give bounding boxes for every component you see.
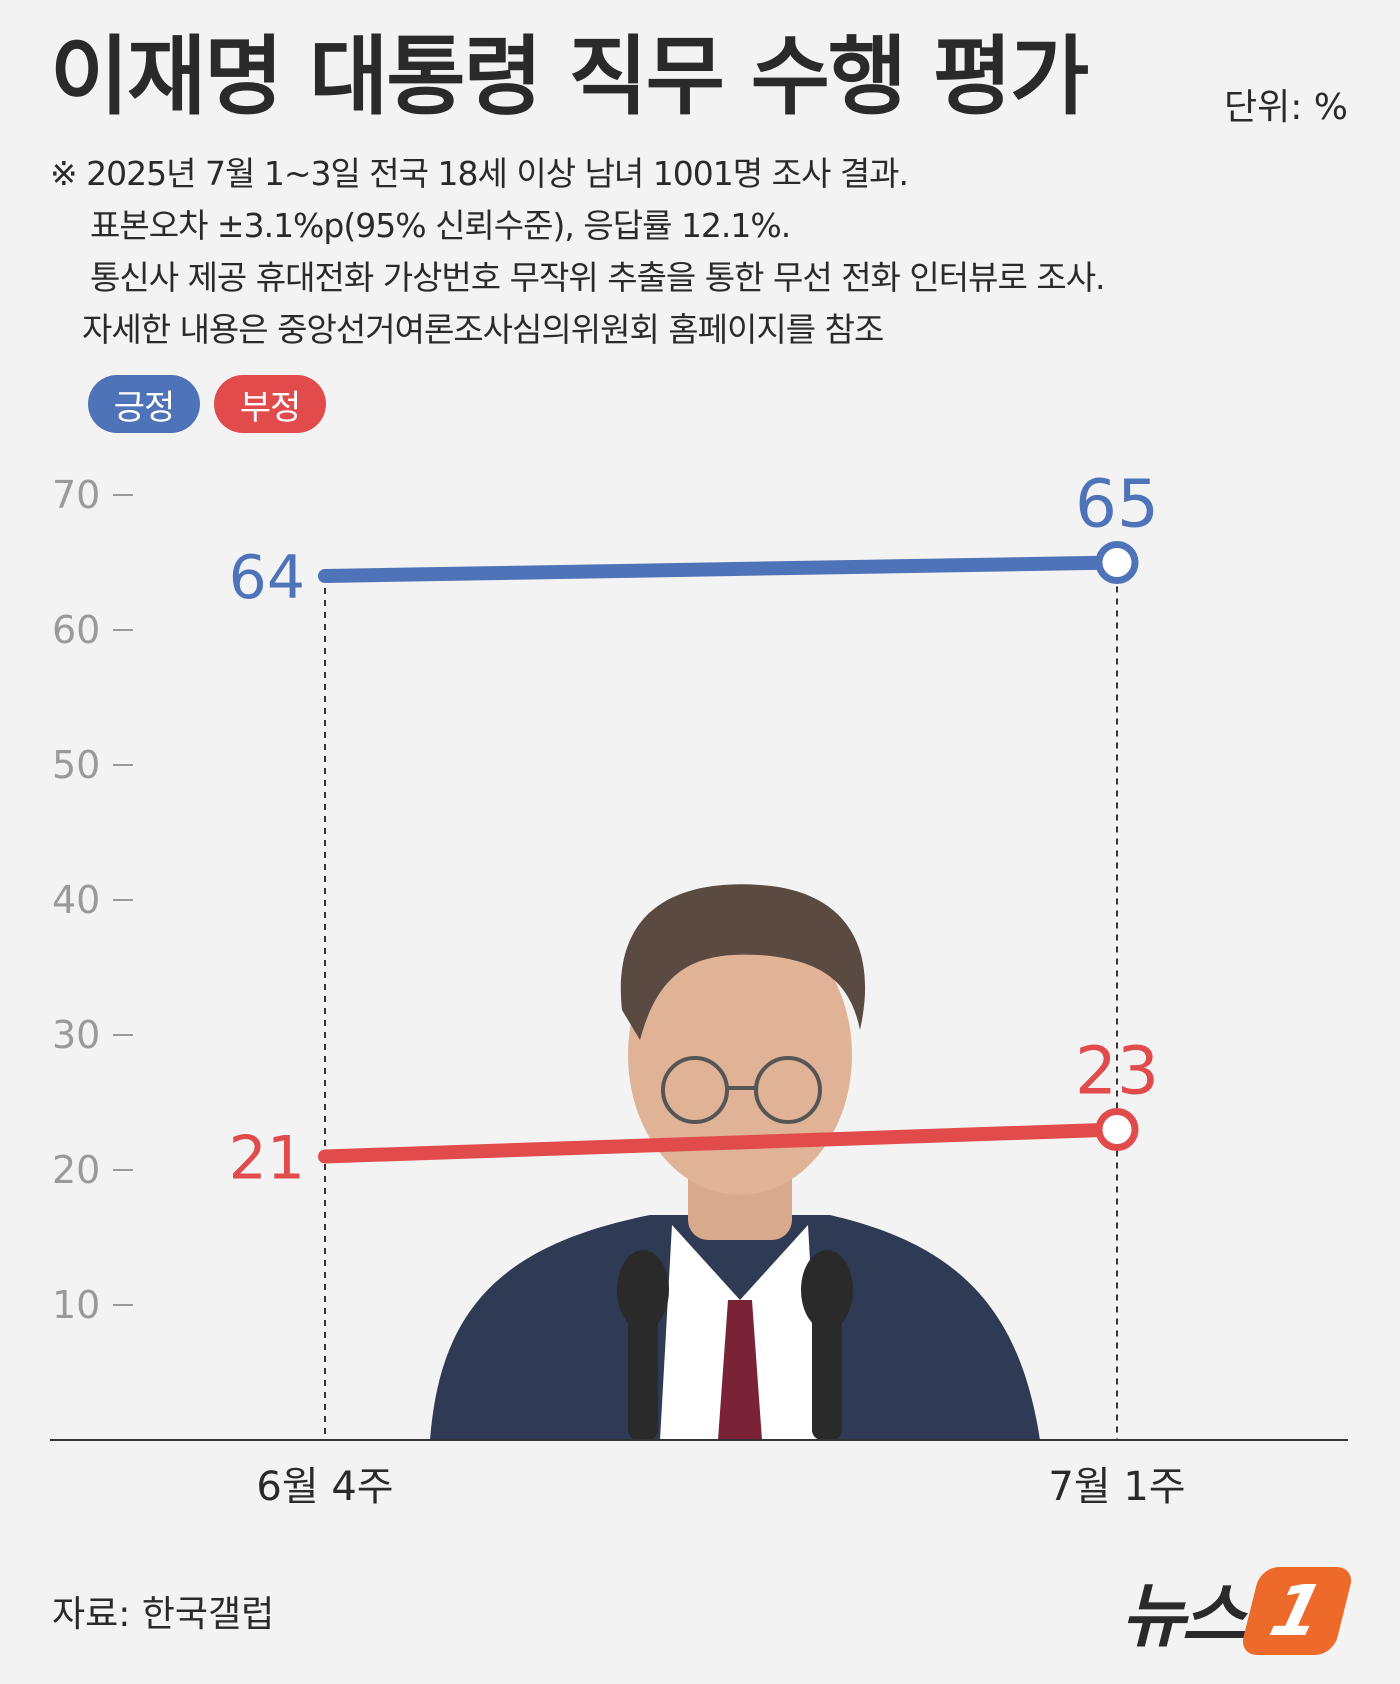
survey-notes: ※ 2025년 7월 1~3일 전국 18세 이상 남녀 1001명 조사 결과… — [50, 148, 1106, 356]
y-tick-label: 60 — [52, 608, 100, 652]
y-tick-label: 30 — [52, 1013, 100, 1057]
series-layer: 64 65 21 23 — [229, 466, 1159, 1194]
data-label: 65 — [1075, 466, 1159, 543]
note-line: 자세한 내용은 중앙선거여론조사심의위원회 홈페이지를 참조 — [82, 310, 884, 349]
series-line — [318, 1122, 1124, 1164]
data-label: 23 — [1075, 1033, 1159, 1110]
news1-logo: 뉴스 1 — [1121, 1560, 1355, 1661]
y-tick-label: 50 — [52, 743, 100, 787]
legend-negative: 부정 — [214, 375, 326, 433]
logo-mark: 1 — [1239, 1566, 1355, 1655]
x-tick-label: 6월 4주 — [256, 1464, 393, 1510]
x-tick-label: 7월 1주 — [1048, 1464, 1185, 1510]
data-label: 64 — [229, 543, 305, 613]
glasses — [661, 1056, 822, 1124]
note-line: ※ 2025년 7월 1~3일 전국 18세 이상 남녀 1001명 조사 결과… — [50, 154, 909, 193]
x-axis: 6월 4주 7월 1주 — [256, 1464, 1185, 1510]
legend-positive: 긍정 — [88, 375, 200, 433]
data-point-marker — [1095, 541, 1139, 584]
y-tick-label: 20 — [52, 1148, 100, 1192]
category-guides — [324, 562, 1118, 1440]
head — [620, 884, 866, 1195]
note-line: 통신사 제공 휴대전화 가상번호 무작위 추출을 통한 무선 전화 인터뷰로 조… — [90, 258, 1106, 297]
chart-title: 이재명 대통령 직무 수행 평가 — [50, 27, 1089, 127]
y-axis: 10 20 30 40 50 60 70 — [52, 473, 133, 1327]
unit-label: 단위: % — [1223, 87, 1348, 128]
source-label: 자료: 한국갤럽 — [52, 1594, 275, 1635]
shirt — [660, 1225, 820, 1440]
y-tick-label: 70 — [52, 473, 100, 517]
y-tick-label: 40 — [52, 878, 100, 922]
note-line: 표본오차 ±3.1%p(95% 신뢰수준), 응답률 12.1%. — [90, 206, 791, 245]
data-label: 21 — [229, 1124, 305, 1194]
legend: 긍정 부정 — [88, 375, 326, 433]
data-point-marker — [1095, 1108, 1139, 1151]
series-line — [318, 555, 1124, 583]
logo-word: 뉴스 — [1121, 1575, 1246, 1657]
y-tick-label: 10 — [52, 1283, 100, 1327]
microphones — [617, 1250, 853, 1440]
